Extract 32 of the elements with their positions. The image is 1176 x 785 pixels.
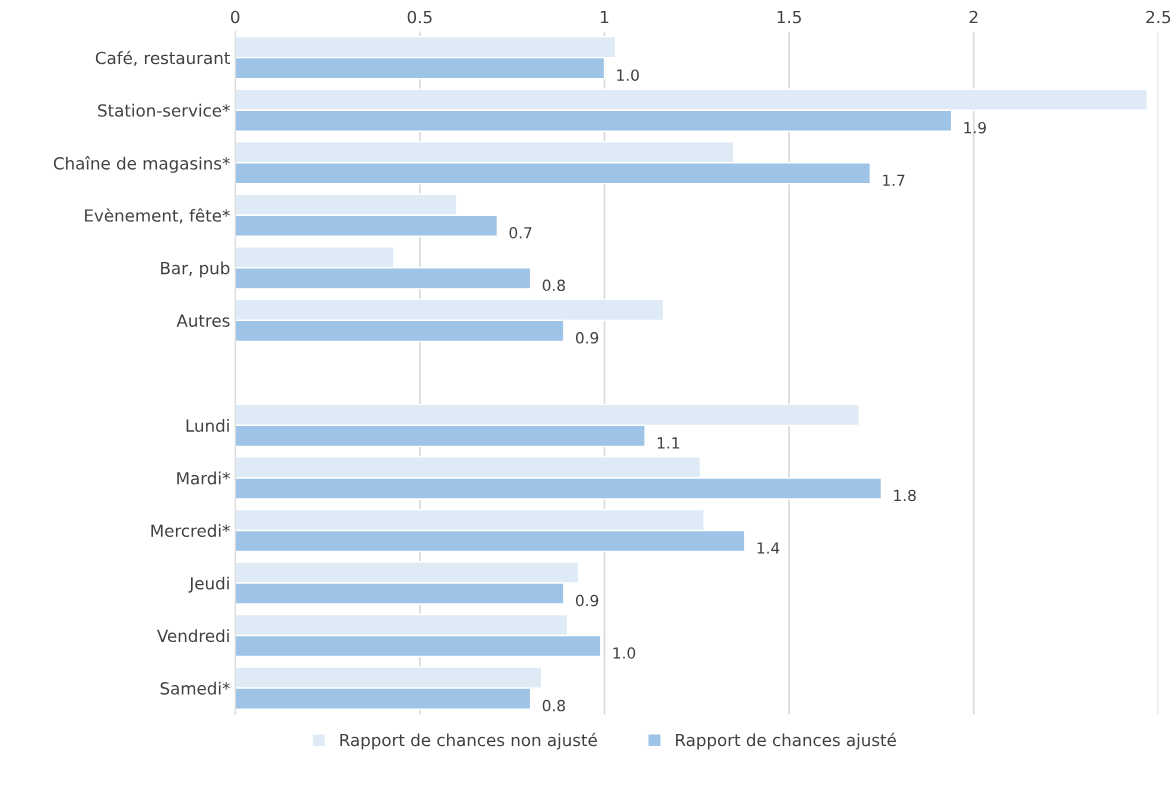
y-tick-label: Vendredi	[157, 629, 229, 643]
legend-label: Rapport de chances non ajusté	[340, 732, 597, 750]
y-tick-label: Autres	[176, 314, 230, 327]
data-label: 1.9	[964, 121, 986, 134]
x-tick-label: 2	[969, 10, 978, 24]
data-label: 1.0	[613, 647, 636, 659]
data-label: 1.1	[657, 437, 680, 449]
data-label: 1.0	[617, 69, 639, 81]
legend-label: Rapport de chances ajusté	[676, 732, 896, 750]
data-label: 0.7	[509, 226, 532, 239]
data-label: 1.4	[757, 542, 780, 554]
y-tick-label: Station-service*	[98, 103, 230, 117]
y-tick-label: Evènement, fête*	[85, 208, 230, 224]
data-label: 1.7	[883, 174, 905, 186]
x-tick-label: 1.5	[777, 10, 801, 24]
data-label: 0.9	[575, 332, 599, 344]
y-tick-label: Café, restaurant	[95, 50, 230, 66]
data-label: 1.8	[894, 489, 916, 502]
data-label: 0.8	[542, 699, 565, 712]
data-label: 0.9	[575, 594, 599, 607]
y-tick-label: Mardi*	[177, 471, 230, 485]
x-tick-label: 0.5	[407, 10, 432, 24]
y-tick-label: Jeudi	[188, 576, 229, 593]
data-label: 0.8	[542, 279, 565, 292]
x-tick-label: 2.5	[1146, 10, 1171, 24]
x-tick-label: 1	[600, 10, 609, 24]
y-tick-label: Chaîne de magasins*	[53, 156, 230, 173]
y-tick-label: Bar, pub	[161, 261, 230, 278]
x-tick-label: 0	[231, 10, 240, 24]
y-tick-label: Lundi	[186, 419, 229, 432]
y-tick-label: Mercredi*	[151, 524, 230, 538]
y-tick-label: Samedi*	[160, 681, 230, 695]
